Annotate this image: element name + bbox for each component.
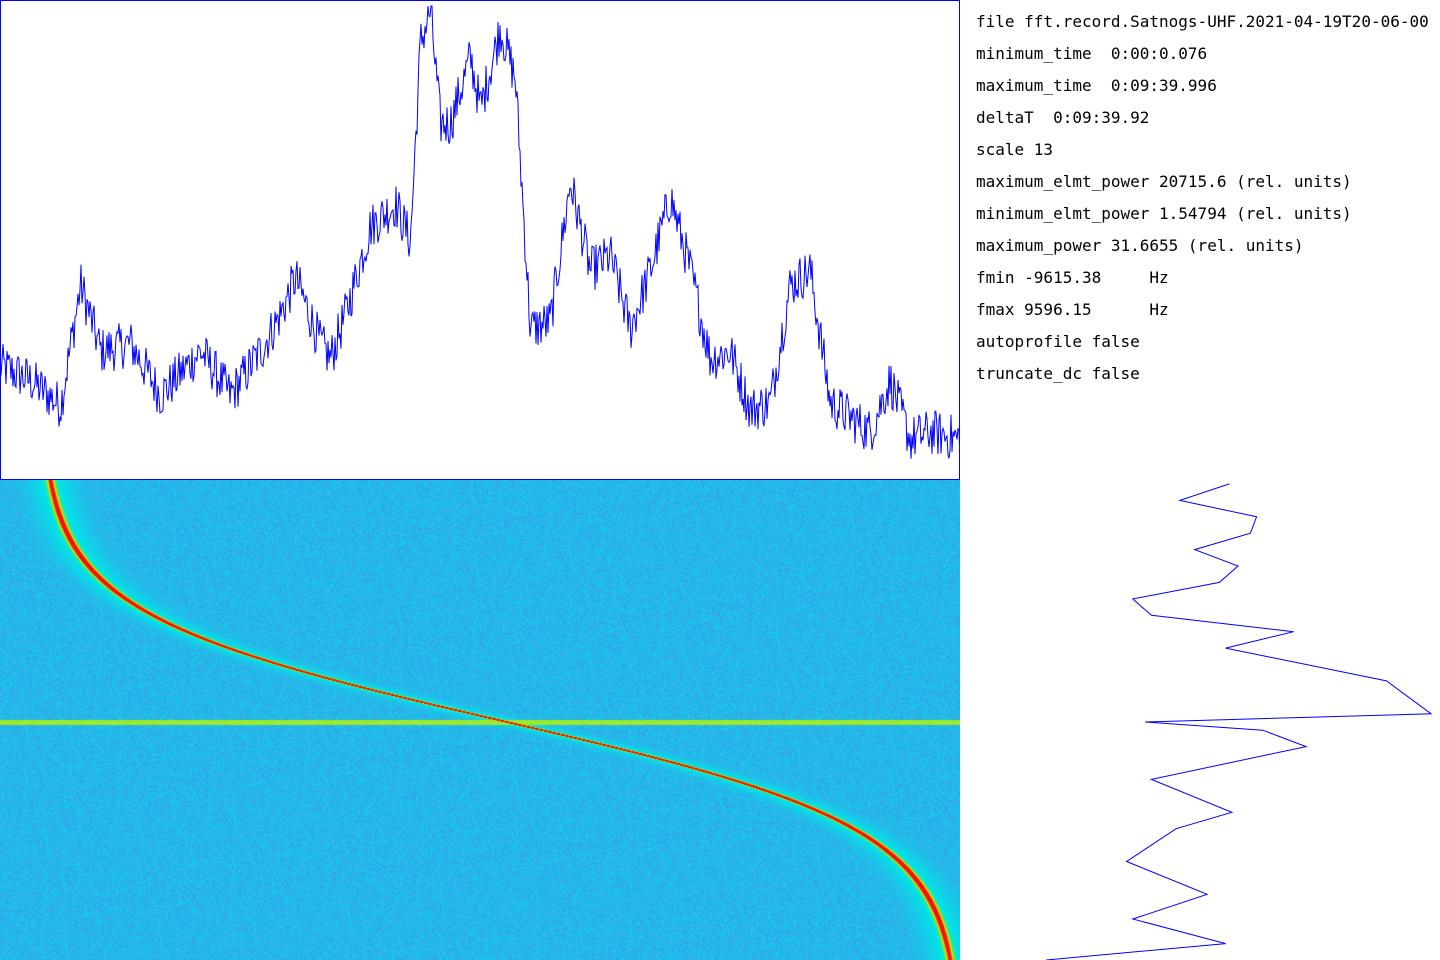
info-minimum-time: minimum_time 0:00:0.076	[976, 44, 1208, 63]
info-deltat: deltaT 0:09:39.92	[976, 108, 1150, 127]
info-fmax: fmax 9596.15 Hz	[976, 300, 1169, 319]
info-maximum-time: maximum_time 0:09:39.996	[976, 76, 1217, 95]
info-maximum-elmt-power: maximum_elmt_power 20715.6 (rel. units)	[976, 172, 1352, 191]
waterfall-spectrogram	[0, 480, 960, 960]
info-file: file fft.record.Satnogs-UHF.2021-04-19T2…	[976, 12, 1429, 31]
info-truncate-dc: truncate_dc false	[976, 364, 1140, 383]
frequency-profile-plot	[0, 0, 960, 480]
info-minimum-elmt-power: minimum_elmt_power 1.54794 (rel. units)	[976, 204, 1352, 223]
info-panel: file fft.record.Satnogs-UHF.2021-04-19T2…	[976, 8, 1440, 408]
info-autoprofile: autoprofile false	[976, 332, 1140, 351]
frequency-profile-frame	[0, 0, 960, 480]
time-profile-line	[1046, 483, 1433, 960]
time-profile-plot	[1046, 483, 1433, 960]
frequency-profile-line	[0, 5, 960, 460]
info-scale: scale 13	[976, 140, 1054, 159]
info-fmin: fmin -9615.38 Hz	[976, 268, 1169, 287]
info-maximum-power: maximum_power 31.6655 (rel. units)	[976, 236, 1304, 255]
